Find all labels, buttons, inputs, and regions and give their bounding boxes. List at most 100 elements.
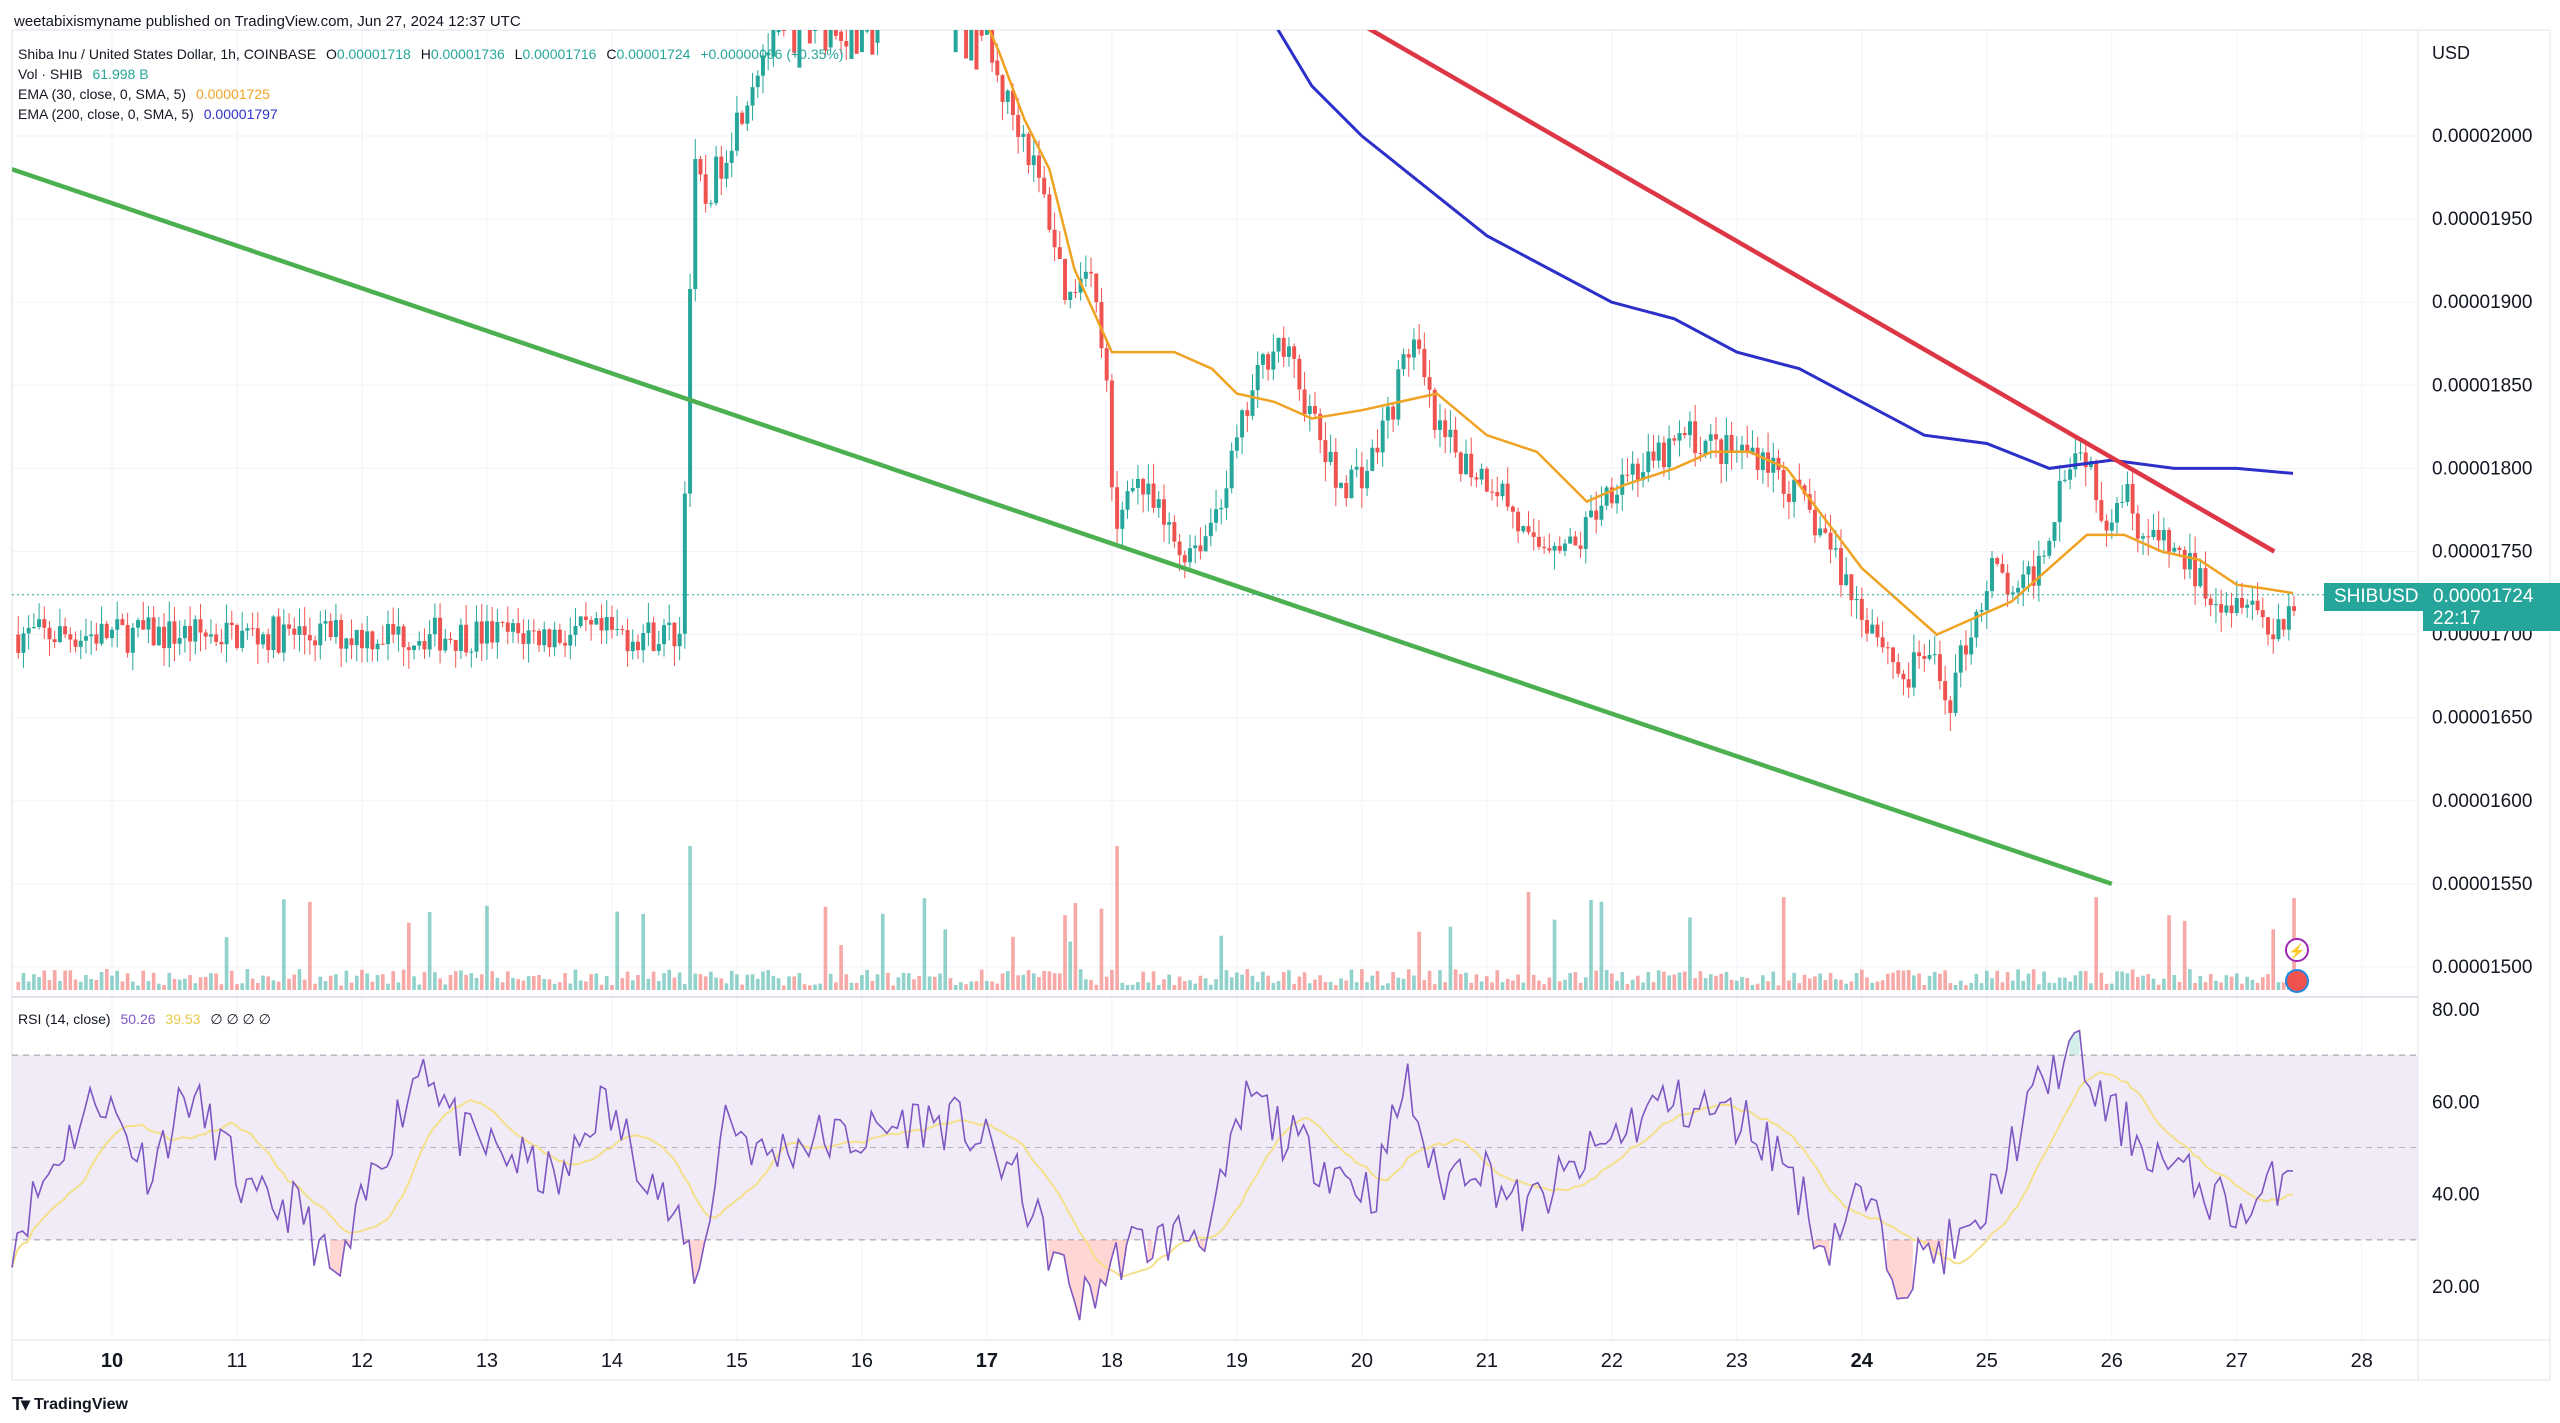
volume-bar — [854, 982, 859, 990]
candle — [2224, 591, 2229, 616]
volume-bar — [1151, 971, 1156, 990]
candle — [1359, 452, 1364, 509]
candle — [1562, 539, 1567, 557]
volume-bar — [1896, 970, 1901, 990]
flag-icon — [2285, 969, 2309, 993]
currency-selector[interactable]: USD — [2432, 43, 2471, 63]
candle-body — [667, 622, 672, 626]
trendlines[interactable] — [12, 3, 2418, 887]
candle — [740, 110, 745, 126]
candle-body — [2026, 566, 2031, 575]
candle — [406, 642, 411, 669]
volume-bar — [1406, 969, 1411, 990]
candle-body — [1323, 440, 1328, 463]
candle-body — [1948, 700, 1953, 713]
candle-body — [1245, 410, 1250, 416]
candle-body — [2135, 513, 2140, 539]
candle-body — [1495, 492, 1500, 497]
volume-bar — [1802, 974, 1807, 990]
candle — [865, 30, 870, 34]
candle — [573, 608, 578, 647]
volume-bar — [1448, 926, 1453, 990]
candle-body — [745, 105, 750, 124]
volume-bar — [255, 982, 260, 990]
volume-bar — [1365, 982, 1369, 990]
candle — [2068, 457, 2073, 490]
candle-body — [354, 629, 359, 646]
volume-bar — [594, 973, 599, 990]
candle-body — [2161, 529, 2166, 541]
candle-body — [589, 620, 594, 625]
candle-body — [672, 622, 677, 647]
candle — [313, 635, 318, 662]
legend-low: L0.00001716 — [514, 46, 597, 62]
candle-body — [2260, 610, 2265, 618]
candle — [307, 617, 312, 655]
volume-bar — [604, 976, 609, 990]
candle — [844, 30, 849, 61]
legend-rsi-label[interactable]: RSI (14, close) — [18, 1011, 111, 1027]
volume-bar — [1380, 985, 1385, 990]
candle — [1417, 323, 1422, 355]
price-tick-label: 0.00001550 — [2432, 874, 2532, 895]
candle-body — [953, 30, 958, 53]
volume-bar — [531, 976, 536, 990]
candle-body — [1349, 469, 1354, 499]
candle — [1635, 458, 1640, 498]
volume-bar — [188, 975, 192, 990]
volume-bar — [1167, 974, 1171, 990]
volume-bar — [407, 922, 411, 990]
candle-body — [1156, 499, 1161, 508]
volume-bar — [1042, 970, 1047, 990]
rsi-lines — [11, 1029, 2294, 1321]
tradingview-logo[interactable]: T▾ TradingView — [12, 1394, 128, 1415]
volume-bar — [1078, 969, 1083, 990]
candle — [1104, 337, 1109, 393]
candle — [344, 637, 349, 663]
candle — [1094, 273, 1099, 313]
time-tick-label: 18 — [1101, 1350, 1123, 1372]
candle-body — [729, 150, 734, 163]
candle — [2286, 591, 2291, 641]
candle — [620, 625, 625, 635]
candle — [1474, 472, 1479, 488]
candle-body — [1521, 526, 1526, 532]
volume-bar — [130, 981, 135, 990]
candle-body — [719, 156, 724, 179]
candle-body — [1943, 681, 1948, 701]
volume-bar — [297, 969, 302, 990]
candle — [1479, 463, 1484, 485]
legend-ema200-label[interactable]: EMA (200, close, 0, SMA, 5) — [18, 106, 194, 122]
volume-bar — [1891, 972, 1895, 990]
volume-bar — [162, 984, 166, 990]
volume-bar — [354, 975, 359, 990]
volume-bar — [974, 981, 979, 990]
legend-ema30-label[interactable]: EMA (30, close, 0, SMA, 5) — [18, 86, 187, 102]
candle — [1375, 429, 1380, 465]
volume-bar — [776, 978, 781, 990]
candle-body — [1203, 536, 1208, 552]
candle — [583, 602, 588, 631]
candle — [797, 30, 802, 68]
candle — [198, 603, 203, 652]
candle-body — [1974, 611, 1979, 638]
candle — [1448, 410, 1453, 454]
volume-bar — [1209, 984, 1213, 990]
candle — [630, 629, 635, 660]
candle-body — [1510, 506, 1515, 512]
candle-body — [151, 617, 156, 646]
volume-bar — [287, 978, 291, 990]
candle-body — [1698, 453, 1703, 455]
volume-bar — [2255, 982, 2260, 990]
legend-symbol[interactable]: Shiba Inu / United States Dollar, 1h, CO… — [18, 46, 317, 62]
candle-body — [479, 621, 484, 644]
candle — [1099, 287, 1104, 358]
volume-bar — [1839, 979, 1843, 990]
volume-bar — [1360, 969, 1364, 990]
candle-body — [188, 626, 193, 642]
legend-volume-label[interactable]: Vol · SHIB — [18, 66, 83, 82]
candle-body — [1740, 444, 1745, 451]
volume-bar — [2208, 973, 2213, 990]
candle-body — [1812, 509, 1817, 536]
